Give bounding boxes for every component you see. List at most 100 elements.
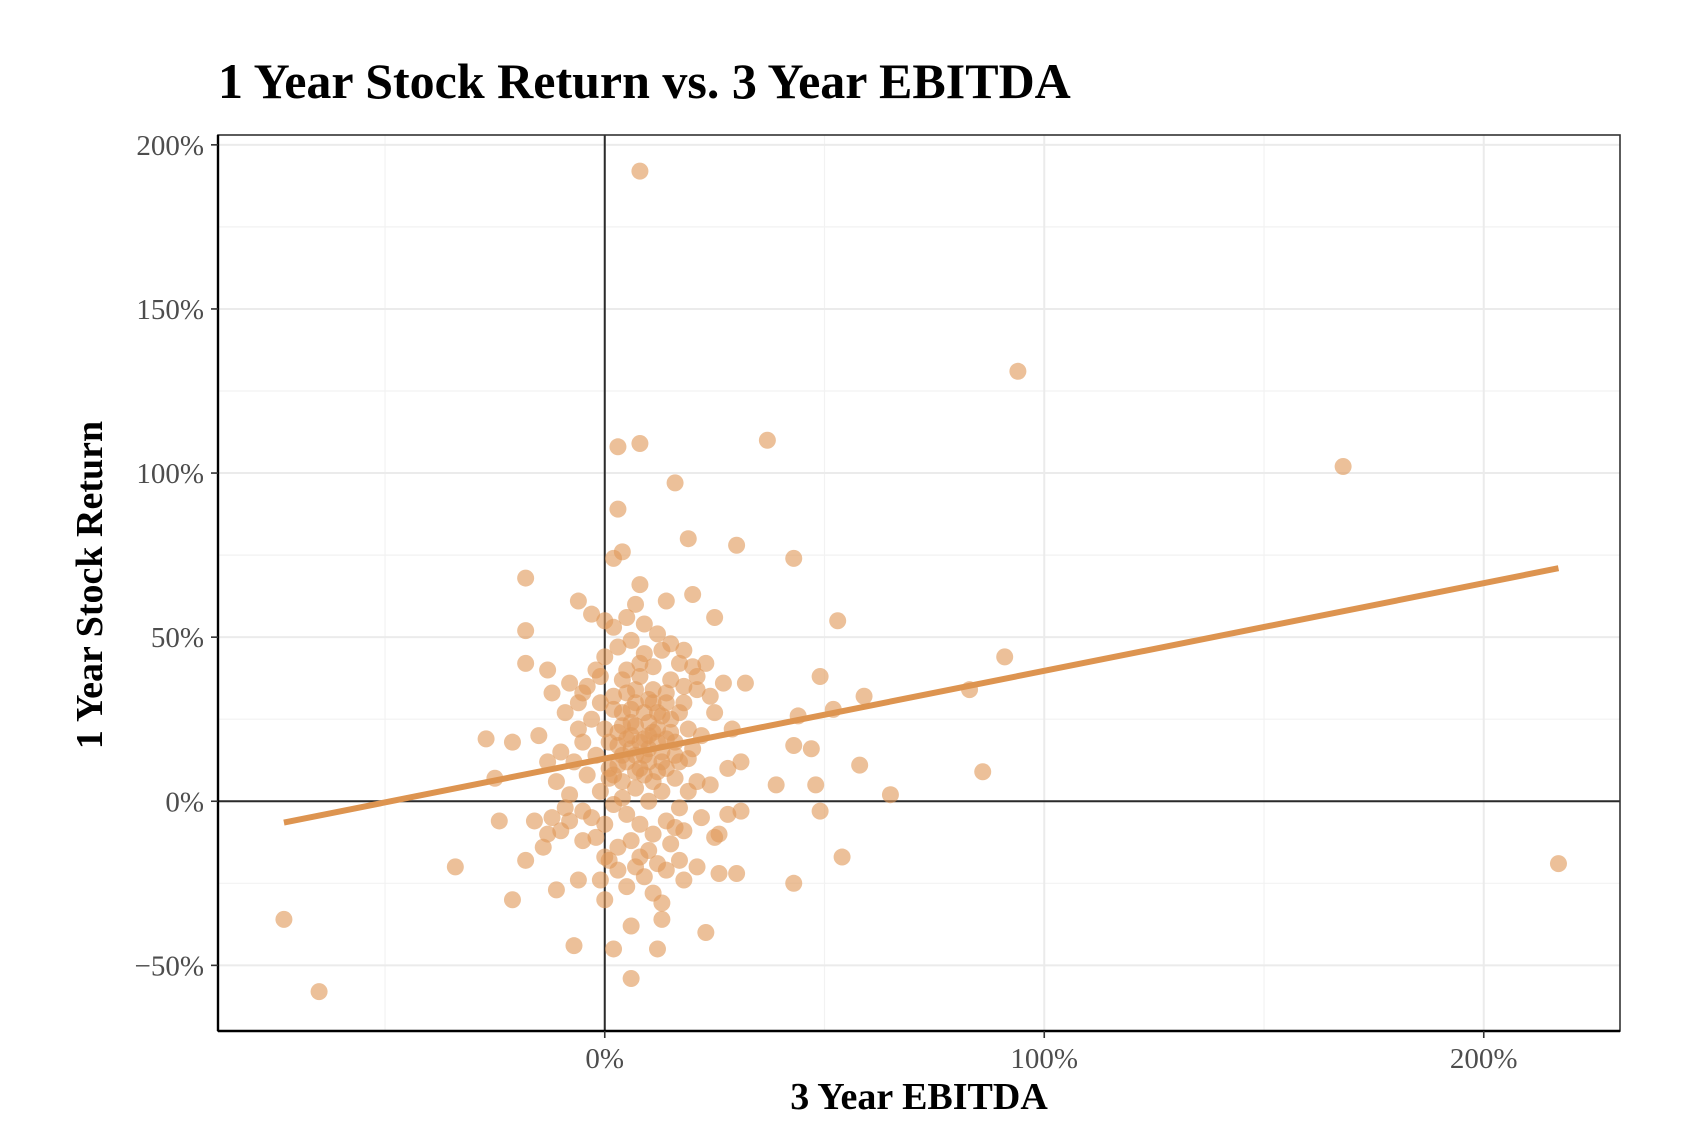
scatter-point: [802, 740, 820, 758]
trend-line: [283, 565, 1560, 826]
scatter-point: [539, 661, 557, 679]
scatter-point: [785, 549, 803, 567]
scatter-point: [807, 776, 825, 794]
scatter-point: [1549, 855, 1567, 873]
scatter-point: [627, 717, 645, 735]
scatter-point: [829, 612, 847, 630]
y-tick-label: −50%: [134, 950, 204, 982]
scatter-point: [706, 608, 724, 626]
scatter-point: [710, 864, 728, 882]
scatter-point: [618, 805, 636, 823]
scatter-point: [583, 605, 601, 623]
scatter-point: [622, 917, 640, 935]
scatter-point: [605, 549, 623, 567]
x-tick-label: 100%: [1010, 1043, 1078, 1075]
scatter-point: [530, 727, 548, 745]
scatter-point: [811, 802, 829, 820]
scatter-point: [662, 835, 680, 853]
scatter-point: [657, 812, 675, 830]
scatter-point: [503, 891, 521, 909]
scatter-point: [666, 474, 684, 492]
scatter-point: [631, 576, 649, 594]
scatter-point: [1334, 457, 1352, 475]
y-tick-label: 0%: [165, 786, 204, 818]
scatter-point: [697, 654, 715, 672]
scatter-point: [275, 910, 293, 928]
scatter-point: [596, 891, 614, 909]
scatter-point: [706, 828, 724, 846]
scatter-point: [653, 894, 671, 912]
scatter-point: [631, 435, 649, 453]
scatter-point: [675, 677, 693, 695]
scatter-point: [622, 832, 640, 850]
scatter-point: [569, 720, 587, 738]
scatter-point: [574, 684, 592, 702]
scatter-point: [622, 969, 640, 987]
scatter-point: [644, 723, 662, 741]
y-ticks: −50% 0% 50% 100% 150% 200%: [134, 130, 218, 982]
scatter-point: [648, 940, 666, 958]
scatter-point: [706, 704, 724, 722]
scatter-point: [719, 805, 737, 823]
scatter-point: [640, 792, 658, 810]
scatter-point: [525, 812, 543, 830]
scatter-point: [561, 786, 579, 804]
x-tick-label: 200%: [1450, 1043, 1518, 1075]
scatter-point: [670, 851, 688, 869]
y-tick-label: 200%: [136, 130, 204, 162]
scatter-point: [679, 530, 697, 548]
scatter-point: [662, 671, 680, 689]
scatter-point: [692, 809, 710, 827]
scatter-point: [996, 648, 1014, 666]
scatter-point: [644, 825, 662, 843]
scatter-point: [517, 851, 535, 869]
scatter-point: [670, 799, 688, 817]
scatter-point: [587, 828, 605, 846]
scatter-point: [569, 871, 587, 889]
scatter-point: [618, 878, 636, 896]
scatter-point: [631, 668, 649, 686]
scatter-point: [631, 654, 649, 672]
scatter-point: [697, 924, 715, 942]
scatter-point: [596, 612, 614, 630]
y-tick-label: 100%: [136, 458, 204, 490]
scatter-point: [675, 871, 693, 889]
scatter-point: [578, 766, 596, 784]
scatter-point: [653, 910, 671, 928]
scatter-point: [609, 756, 627, 774]
scatter-point: [591, 694, 609, 712]
scatter-point: [657, 592, 675, 610]
scatter-point: [596, 848, 614, 866]
scatter-point: [310, 983, 328, 1001]
scatter-point: [974, 763, 992, 781]
scatter-point: [640, 691, 658, 709]
scatter-point: [785, 736, 803, 754]
scatter-point: [618, 730, 636, 748]
scatter-point: [648, 855, 666, 873]
scatter-point: [653, 641, 671, 659]
scatter-point: [517, 569, 535, 587]
scatter-point: [543, 809, 561, 827]
scatter-point: [635, 615, 653, 633]
scatter-point: [701, 776, 719, 794]
scatter-point: [644, 658, 662, 676]
scatter-point: [534, 838, 552, 856]
scatter-point: [609, 438, 627, 456]
scatter-point: [561, 812, 579, 830]
scatter-point: [613, 789, 631, 807]
scatter-point: [627, 681, 645, 699]
scatter-point: [635, 766, 653, 784]
scatter-point: [596, 648, 614, 666]
grid-minor: [218, 135, 1620, 1031]
scatter-point: [670, 753, 688, 771]
scatter-point: [688, 773, 706, 791]
scatter-point: [517, 622, 535, 640]
scatter-point: [714, 674, 732, 692]
scatter-point: [517, 654, 535, 672]
y-tick-label: 150%: [136, 294, 204, 326]
scatter-point: [758, 431, 776, 449]
scatter-point: [605, 687, 623, 705]
scatter-point: [605, 940, 623, 958]
scatter-point: [679, 720, 697, 738]
